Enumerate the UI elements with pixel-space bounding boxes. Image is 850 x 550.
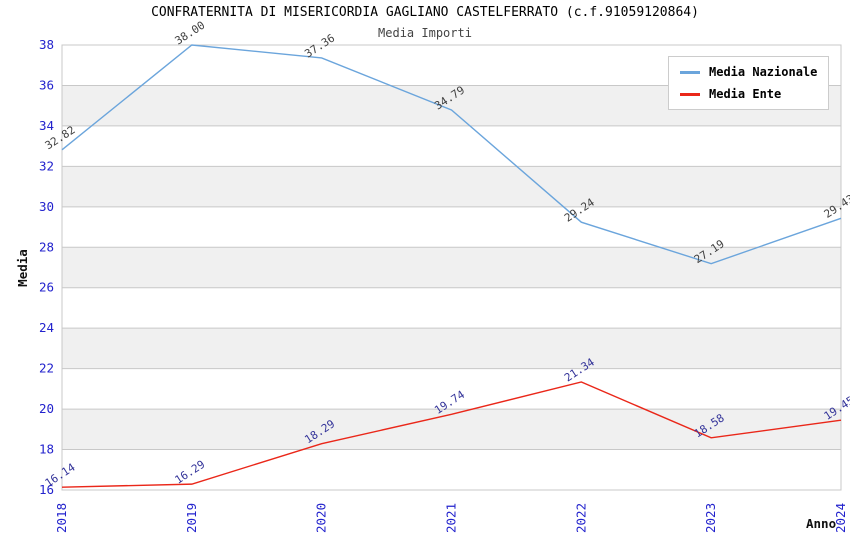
y-tick-label: 24 bbox=[39, 320, 54, 335]
plot-band bbox=[62, 166, 841, 207]
y-tick-label: 26 bbox=[39, 280, 54, 295]
series-line-media-nazionale bbox=[61, 44, 842, 265]
y-tick-label: 22 bbox=[39, 361, 54, 376]
y-tick-label: 20 bbox=[39, 401, 54, 416]
plot-band bbox=[62, 206, 841, 248]
y-axis-title: Media bbox=[15, 249, 30, 287]
y-tick-label: 18 bbox=[39, 442, 54, 457]
series-line-media-ente bbox=[61, 381, 842, 488]
y-tick-label: 16 bbox=[39, 482, 54, 497]
x-tick-label: 2019 bbox=[184, 503, 199, 533]
plot-band bbox=[62, 409, 841, 450]
legend-marker-red-line-icon bbox=[680, 92, 700, 96]
x-tick-label: 2022 bbox=[573, 503, 588, 533]
x-tick-label: 2020 bbox=[314, 503, 329, 533]
y-tick-label: 32 bbox=[39, 158, 54, 173]
y-tick-label: 38 bbox=[39, 37, 54, 52]
data-label: 38.00 bbox=[172, 19, 207, 48]
legend-item-media-nazionale: Media Nazionale bbox=[680, 65, 817, 79]
plot-band bbox=[62, 125, 841, 167]
legend: Media Nazionale Media Ente bbox=[668, 56, 830, 110]
plot-band bbox=[62, 287, 841, 329]
y-tick-label: 34 bbox=[39, 118, 54, 133]
plot-border bbox=[61, 44, 842, 491]
y-tick-label: 28 bbox=[39, 239, 54, 254]
chart-title: CONFRATERNITA DI MISERICORDIA GAGLIANO C… bbox=[151, 5, 699, 20]
x-tick-label: 2018 bbox=[54, 503, 69, 533]
x-tick-label: 2023 bbox=[703, 503, 718, 533]
x-tick-label: 2024 bbox=[833, 503, 848, 533]
plot-band bbox=[62, 449, 841, 490]
x-axis-title: Anno bbox=[806, 516, 836, 531]
plot-band bbox=[62, 328, 841, 369]
chart-subtitle: Media Importi bbox=[378, 26, 472, 40]
plot-band bbox=[62, 247, 841, 288]
legend-marker-blue-line-icon bbox=[680, 70, 700, 74]
x-tick-label: 2021 bbox=[444, 503, 459, 533]
legend-label-media-ente: Media Ente bbox=[709, 87, 782, 101]
legend-label-media-nazionale: Media Nazionale bbox=[709, 65, 818, 79]
legend-item-media-ente: Media Ente bbox=[680, 87, 817, 101]
y-tick-label: 36 bbox=[39, 77, 54, 92]
y-tick-label: 30 bbox=[39, 199, 54, 214]
plot-band bbox=[62, 368, 841, 410]
